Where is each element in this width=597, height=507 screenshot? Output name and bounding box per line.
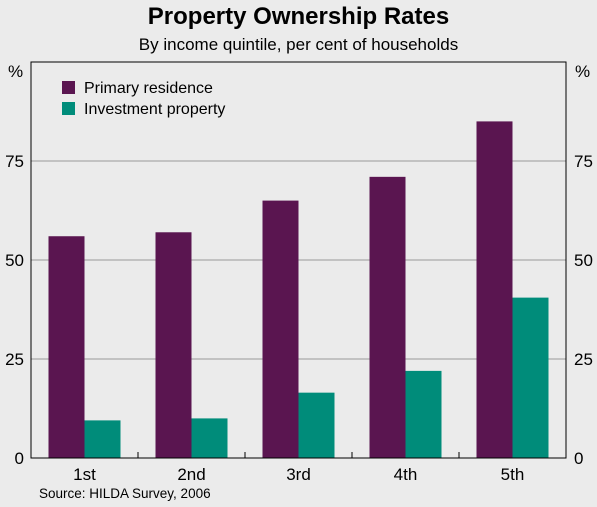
plot-frame (30, 61, 567, 459)
bar-primary-residence-1st (48, 236, 85, 458)
y-tick-label-left: 25 (5, 350, 24, 369)
y-tick-label-left: 50 (5, 251, 24, 270)
chart-title: Property Ownership Rates (147, 3, 450, 30)
legend-label: Primary residence (84, 80, 213, 97)
x-tick-label: 4th (394, 465, 418, 484)
left-axis-unit: % (8, 62, 24, 81)
legend: Primary residence Investment property (62, 80, 225, 118)
x-tick-label: 1st (73, 465, 96, 484)
y-tick-label-right: 50 (574, 251, 593, 270)
legend-swatch (62, 102, 75, 115)
bars (48, 121, 549, 459)
x-tick-label: 5th (501, 465, 525, 484)
x-tick-label: 3rd (286, 465, 311, 484)
legend-swatch (62, 81, 75, 94)
bar-investment-property-5th (512, 297, 549, 458)
bar-primary-residence-4th (369, 176, 406, 458)
chart-subtitle: By income quintile, per cent of househol… (138, 35, 459, 54)
y-tick-label-right: 75 (574, 152, 593, 171)
y-tick-label-right: 25 (574, 350, 593, 369)
bar-investment-property-3rd (298, 392, 335, 458)
source-note: Source: HILDA Survey, 2006 (39, 486, 211, 501)
bar-primary-residence-2nd (155, 232, 192, 458)
y-tick-label-left: 75 (5, 152, 24, 171)
bar-investment-property-1st (84, 420, 121, 458)
bar-primary-residence-5th (476, 121, 513, 459)
y-tick-label-right: 0 (574, 449, 583, 468)
legend-label: Investment property (84, 101, 225, 118)
axes: 0 0 25 25 50 50 75 75 1st 2nd 3rd 4th 5th (5, 61, 593, 484)
bar-primary-residence-3rd (262, 200, 299, 458)
y-tick-label-left: 0 (15, 449, 24, 468)
right-axis-unit: % (575, 62, 591, 81)
bar-investment-property-2nd (191, 418, 228, 458)
x-tick-label: 2nd (177, 465, 205, 484)
bar-investment-property-4th (405, 370, 442, 458)
